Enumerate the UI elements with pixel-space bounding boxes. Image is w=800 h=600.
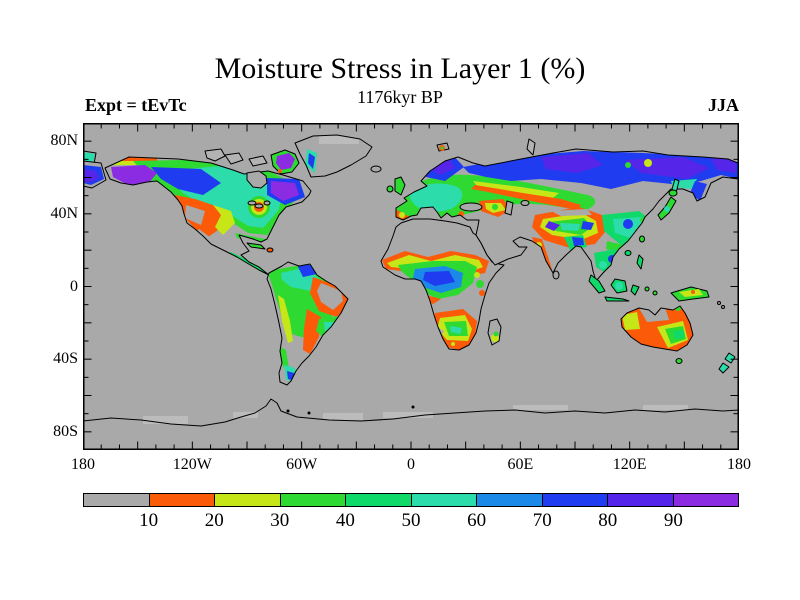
- x-tick-label: 0: [407, 456, 415, 473]
- colorbar-segment: [476, 494, 542, 506]
- colorbar-tick-label: 80: [598, 510, 618, 531]
- island-ireland: [386, 185, 394, 193]
- indonesia-islands: [588, 274, 710, 302]
- axis-ticks: [82, 124, 740, 449]
- colorbar-segment: [148, 494, 214, 506]
- y-tick-label: 80S: [53, 422, 78, 440]
- caribbean-islands: [246, 242, 274, 253]
- season-label: JJA: [708, 95, 739, 115]
- colorbar-tick-label: 40: [335, 510, 355, 531]
- colorbar-segment: [345, 494, 411, 506]
- y-tick-label: 40S: [53, 350, 78, 368]
- y-tick-label: 40N: [50, 204, 78, 222]
- x-tick-label: 120W: [172, 456, 212, 473]
- plot-subtitle: 1176kyr BP: [357, 87, 443, 107]
- colorbar-tick-label: 60: [467, 510, 487, 531]
- colorbar-segment: [410, 494, 476, 506]
- colorbar-segment: [84, 494, 149, 506]
- colorbar-tick-label: 50: [401, 510, 421, 531]
- colorbar-tick-label: 20: [204, 510, 224, 531]
- x-tick-label: 180: [71, 456, 95, 473]
- island-britain: [394, 176, 406, 196]
- map-frame: [83, 123, 739, 450]
- arctic-islands: [204, 138, 536, 175]
- island-new-guinea: [670, 286, 710, 302]
- colorbar-tick-label: 90: [663, 510, 683, 531]
- world-map: [82, 123, 740, 450]
- colorbar-tick-label: 70: [532, 510, 552, 531]
- continent-north-america: [104, 156, 312, 276]
- island-sri-lanka: [552, 270, 560, 280]
- continent-greenland: [294, 134, 373, 178]
- island-iceland: [370, 165, 382, 173]
- continent-australia: [620, 305, 694, 364]
- island-madagascar: [487, 318, 502, 346]
- colorbar-segment: [672, 494, 738, 506]
- y-tick-label: 80N: [50, 132, 78, 150]
- colorbar-segment: [279, 494, 345, 506]
- experiment-label: Expt = tEvTc: [85, 95, 187, 115]
- colorbar-segment: [214, 494, 280, 506]
- page-title: Moisture Stress in Layer 1 (%): [214, 52, 586, 85]
- colorbar-segment: [541, 494, 607, 506]
- colorbar-tick-label: 30: [270, 510, 290, 531]
- x-tick-label: 120E: [612, 456, 647, 473]
- x-tick-label: 180: [727, 456, 751, 473]
- continent-africa: [380, 218, 505, 351]
- chukotka-wrap: [82, 150, 107, 189]
- island-new-zealand: [717, 301, 736, 374]
- colorbar-segment: [607, 494, 673, 506]
- y-tick-label: 0: [70, 277, 78, 295]
- colorbar-tick-label: 10: [139, 510, 159, 531]
- x-tick-label: 60E: [507, 456, 534, 473]
- x-tick-label: 60W: [286, 456, 318, 473]
- east-asia-islands: [624, 178, 680, 270]
- continent-antarctica: [82, 398, 740, 450]
- colorbar: [83, 493, 739, 507]
- map-area: [82, 123, 740, 450]
